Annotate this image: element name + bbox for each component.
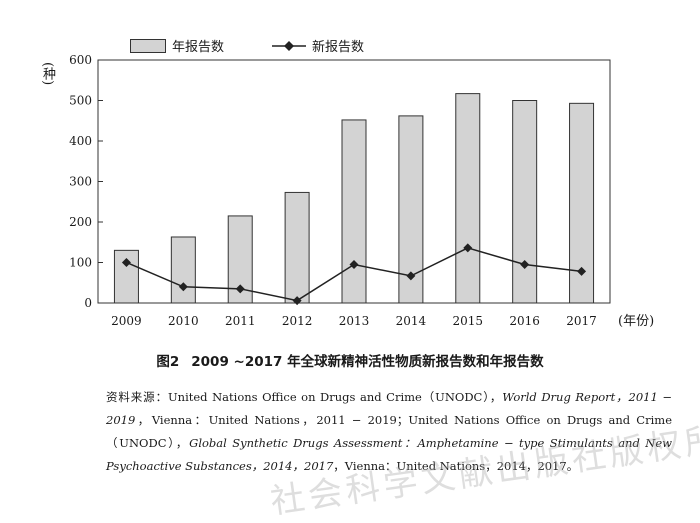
legend-label-new: 新报告数 bbox=[312, 40, 365, 55]
source-suffix: ，Vienna：United Nations，2014，2017。 bbox=[333, 459, 579, 473]
x-tick-label: 2015 bbox=[453, 314, 484, 328]
y-tick-label: 100 bbox=[69, 256, 92, 270]
bar-2016 bbox=[512, 100, 538, 304]
legend-line-marker bbox=[272, 40, 306, 51]
x-tick-label: 2010 bbox=[168, 314, 199, 328]
bar-line-chart: 0 100 200 300 400 500 600 2009 2010 2011 2012 2013 2… bbox=[69, 53, 611, 328]
y-axis-label: (种) bbox=[40, 62, 55, 86]
legend-item-annual: 年报告数 bbox=[130, 36, 224, 55]
y-tick-label: 300 bbox=[69, 175, 92, 189]
line-point-2009 bbox=[121, 258, 131, 267]
x-axis-label: (年份) bbox=[618, 314, 655, 329]
line-point-2012 bbox=[292, 296, 302, 306]
legend-item-new: 新报告数 bbox=[272, 36, 364, 55]
x-tick-label: 2012 bbox=[282, 314, 313, 328]
figure-caption: 图2 2009 ~2017 年全球新精神活性物质新报告数和年报告数 bbox=[0, 350, 700, 370]
x-tick-label: 2009 bbox=[111, 314, 142, 328]
source-note: 资料来源：United Nations Office on Drugs and … bbox=[106, 386, 672, 478]
x-tick-label: 2014 bbox=[396, 314, 427, 328]
bar-2009 bbox=[113, 249, 139, 304]
line-point-2015 bbox=[463, 243, 473, 253]
x-tick-label: 2013 bbox=[339, 314, 370, 328]
bar-2013 bbox=[341, 119, 367, 304]
legend-label-annual: 年报告数 bbox=[172, 40, 225, 55]
y-tick-label: 0 bbox=[84, 296, 92, 310]
bar-2012 bbox=[284, 191, 310, 304]
bar-2015 bbox=[455, 93, 481, 304]
y-tick-label: 200 bbox=[69, 215, 92, 229]
line-point-2011 bbox=[235, 284, 245, 294]
source-mid: ，Vienna：United Nations，2011 − 2019；Unite… bbox=[106, 413, 672, 450]
x-tick-label: 2017 bbox=[566, 314, 597, 328]
line-point-2010 bbox=[178, 282, 188, 292]
source-report-2: Global Synthetic Drugs Assessment：Amphet… bbox=[106, 436, 672, 473]
x-tick-label: 2016 bbox=[509, 314, 540, 328]
line-point-2017 bbox=[577, 266, 587, 276]
y-tick-label: 500 bbox=[69, 94, 92, 108]
source-prefix: 资料来源：United Nations Office on Drugs and … bbox=[106, 390, 503, 404]
y-tick-label: 600 bbox=[69, 53, 92, 67]
figure-number: 图2 bbox=[156, 354, 180, 370]
figure-title: 2009 ~2017 年全球新精神活性物质新报告数和年报告数 bbox=[191, 354, 544, 370]
line-point-2016 bbox=[520, 260, 530, 270]
source-report-1: World Drug Report，2011 − 2019 bbox=[106, 390, 672, 427]
line-point-2013 bbox=[349, 260, 359, 270]
bar-2010 bbox=[170, 236, 196, 304]
line-point-2014 bbox=[406, 271, 416, 281]
x-tick-label: 2011 bbox=[225, 314, 256, 328]
y-tick-label: 400 bbox=[69, 134, 92, 148]
legend-bar-swatch bbox=[130, 38, 166, 53]
